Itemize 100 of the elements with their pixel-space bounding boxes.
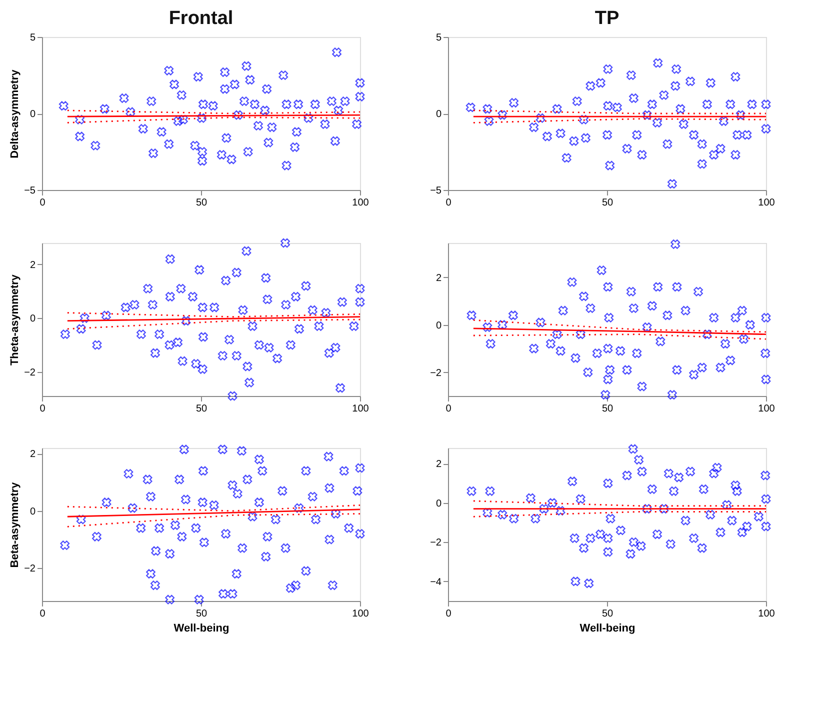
x-tick-label: 100 bbox=[758, 404, 776, 414]
x-tick-label: 50 bbox=[196, 198, 208, 208]
chart-title: Frontal bbox=[168, 8, 234, 29]
point bbox=[730, 72, 740, 82]
point bbox=[698, 484, 708, 494]
point bbox=[680, 306, 690, 316]
point bbox=[536, 113, 546, 123]
point bbox=[294, 324, 304, 334]
point bbox=[686, 76, 696, 86]
point bbox=[642, 322, 652, 332]
point bbox=[622, 470, 632, 480]
point bbox=[281, 300, 291, 310]
point bbox=[539, 504, 549, 514]
point bbox=[603, 374, 613, 384]
point bbox=[290, 142, 300, 152]
point bbox=[702, 330, 712, 340]
point bbox=[228, 391, 238, 401]
point bbox=[181, 316, 191, 326]
point bbox=[216, 150, 226, 160]
point bbox=[154, 330, 164, 339]
point bbox=[188, 292, 198, 302]
point bbox=[562, 153, 572, 163]
point bbox=[548, 498, 557, 508]
point bbox=[198, 364, 208, 374]
point bbox=[709, 313, 719, 322]
point bbox=[75, 132, 85, 142]
point bbox=[198, 100, 208, 110]
point bbox=[146, 96, 156, 106]
y-tick-label: 0 bbox=[436, 320, 442, 332]
point bbox=[616, 526, 626, 536]
point bbox=[314, 322, 324, 331]
point bbox=[689, 130, 699, 140]
point bbox=[355, 92, 365, 102]
point bbox=[546, 339, 556, 349]
point bbox=[262, 294, 272, 304]
x-tick-label: 0 bbox=[40, 198, 46, 208]
point bbox=[355, 297, 365, 307]
point bbox=[689, 534, 699, 543]
point bbox=[80, 313, 90, 323]
point bbox=[742, 130, 752, 140]
point bbox=[242, 246, 252, 256]
point bbox=[338, 297, 347, 307]
point bbox=[592, 348, 602, 358]
point bbox=[716, 528, 726, 538]
point bbox=[570, 576, 580, 586]
point bbox=[659, 504, 669, 514]
point bbox=[482, 104, 492, 114]
point bbox=[466, 486, 476, 496]
point bbox=[732, 130, 742, 140]
y-tick-label: −2 bbox=[24, 367, 36, 378]
y-tick-label: −2 bbox=[430, 538, 442, 549]
point bbox=[568, 476, 578, 486]
point bbox=[242, 362, 252, 372]
point bbox=[761, 100, 771, 110]
point bbox=[586, 534, 596, 543]
x-tick-label: 50 bbox=[602, 404, 614, 414]
point bbox=[760, 348, 770, 358]
point bbox=[653, 58, 663, 68]
point bbox=[232, 268, 242, 278]
x-tick-label: 100 bbox=[352, 198, 370, 208]
point bbox=[686, 466, 696, 476]
point bbox=[466, 310, 476, 320]
point bbox=[583, 368, 593, 377]
point bbox=[509, 98, 519, 108]
point bbox=[730, 150, 740, 160]
point bbox=[191, 359, 201, 368]
point bbox=[173, 116, 183, 126]
point bbox=[508, 310, 518, 320]
point bbox=[340, 96, 350, 106]
point bbox=[498, 110, 508, 120]
x-tick-label: 100 bbox=[758, 198, 776, 208]
point bbox=[164, 139, 174, 149]
point bbox=[291, 292, 300, 302]
point bbox=[662, 310, 672, 320]
point bbox=[178, 356, 188, 366]
point bbox=[224, 334, 234, 344]
point bbox=[220, 84, 230, 94]
x-tick-label: 50 bbox=[196, 608, 208, 620]
y-axis-title: Delta-asymmetry bbox=[9, 68, 22, 158]
point bbox=[218, 351, 228, 360]
point bbox=[668, 390, 677, 400]
point bbox=[193, 72, 203, 82]
point bbox=[647, 301, 657, 311]
point bbox=[637, 382, 647, 392]
y-tick-label: 2 bbox=[436, 459, 442, 470]
point bbox=[194, 265, 204, 275]
point bbox=[626, 70, 636, 80]
point bbox=[262, 84, 272, 94]
point bbox=[254, 121, 263, 130]
point bbox=[330, 342, 340, 352]
point bbox=[579, 543, 588, 553]
point bbox=[712, 462, 722, 472]
point bbox=[596, 266, 606, 275]
point bbox=[745, 320, 755, 330]
y-tick-label: 0 bbox=[436, 109, 442, 120]
point bbox=[604, 313, 614, 322]
point bbox=[652, 118, 662, 128]
x-tick-label: 0 bbox=[40, 404, 46, 414]
point bbox=[556, 506, 566, 516]
point bbox=[702, 100, 712, 110]
